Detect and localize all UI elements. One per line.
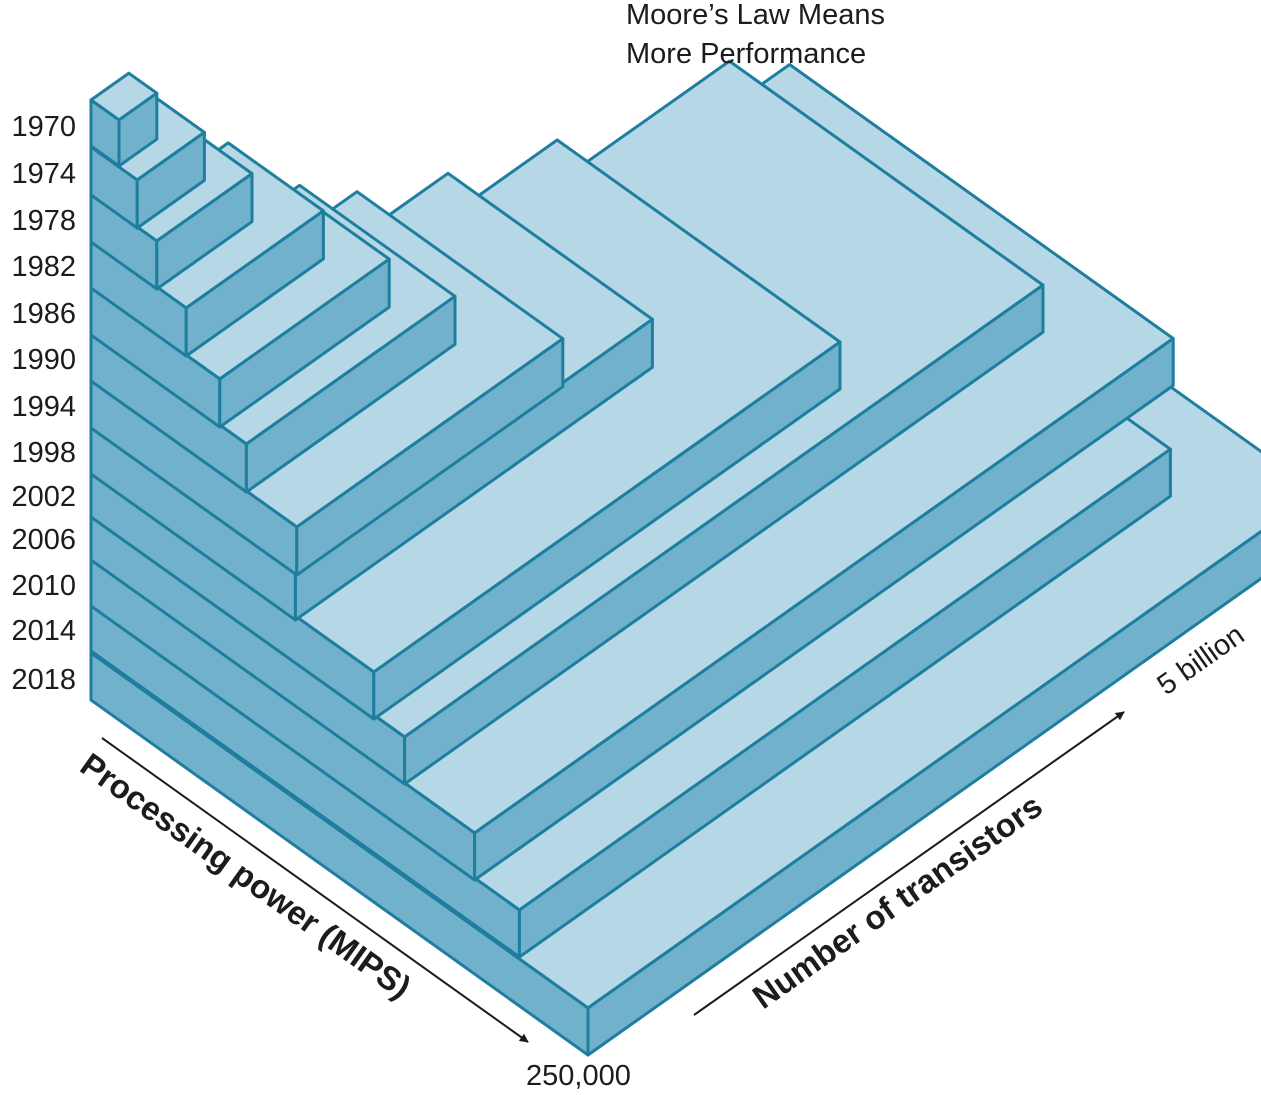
processing-power-max-label: 250,000 [526,1060,631,1090]
transistor-slab-stack [89,59,1261,1057]
year-label: 2006 [11,524,76,556]
year-label: 1990 [11,344,76,376]
slab-right-face [218,257,391,429]
year-labels: 1970 1974 1978 1982 1986 1990 1994 1998 2002 2006… [11,111,76,696]
slab-right-face [295,337,565,577]
year-label: 2002 [11,481,76,513]
slab-right-face [586,529,1261,1057]
year-label: 1994 [11,391,76,423]
year-label: 2014 [11,615,76,647]
slab-right-face [372,340,842,721]
year-label: 1974 [11,158,76,190]
year-label: 2018 [11,664,76,696]
year-label: 2010 [11,570,76,602]
year-label: 1998 [11,437,76,469]
slab-right-face [135,130,206,230]
slab-right-face [517,447,1172,959]
diagram-title-line-2: More Performance [626,38,866,70]
slab-right-face [117,91,159,168]
slab-right-face [184,209,325,358]
slab-right-face [473,337,1175,882]
slab-right-face [244,294,457,494]
year-label: 1986 [11,298,76,330]
processing-power-arrow [101,737,529,1043]
diagram-title-line-1: Moore’s Law Means [626,0,885,31]
slab-right-face [403,283,1045,786]
transistor-arrow [693,711,1125,1016]
slab-right-face [155,172,254,291]
slab-1970 [89,71,159,168]
year-label: 1982 [11,251,76,283]
year-label: 1978 [11,205,76,237]
year-label: 1970 [11,111,76,143]
